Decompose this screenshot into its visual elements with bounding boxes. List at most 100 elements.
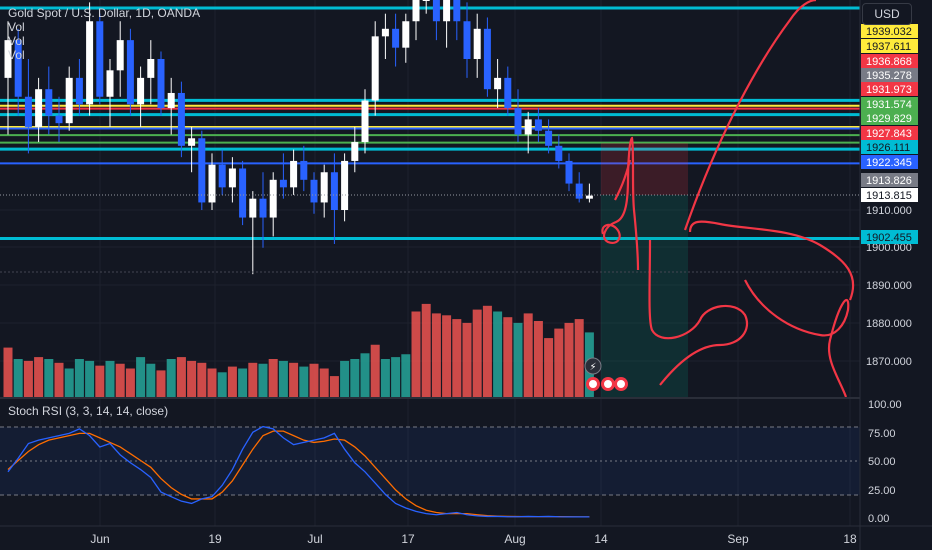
us-flag-inner: [589, 380, 597, 388]
volume-bar: [268, 359, 278, 397]
volume-bar: [23, 360, 33, 397]
candle-body: [14, 40, 22, 97]
price-label-text: 1936.868: [866, 56, 912, 68]
price-label-text: 1931.574: [866, 99, 912, 111]
price-tick-label: 1900.000: [866, 242, 912, 254]
price-scale-labels: 1939.032 1937.611 1936.868 1935.278 1931.973…: [861, 24, 918, 244]
freehand-drawing[interactable]: [601, 0, 855, 398]
price-tick-label: 1870.000: [866, 356, 912, 368]
volume-bar: [462, 322, 472, 397]
price-label-text: 1922.345: [866, 157, 912, 169]
price-tick-label: 1890.000: [866, 280, 912, 292]
candle-body: [198, 138, 206, 203]
candle-body: [483, 28, 491, 90]
candle-body: [524, 119, 532, 135]
volume-bar: [64, 368, 74, 397]
time-axis[interactable]: Jun 19 Jul 17 Aug 14 Sep 18: [90, 532, 857, 546]
price-label-text: 1931.973: [866, 84, 912, 96]
volume-bar: [13, 359, 23, 397]
candle-body: [453, 0, 461, 22]
time-tick-label: 18: [843, 532, 857, 546]
volume-bar: [482, 305, 492, 397]
price-label-box: [861, 230, 918, 244]
volume-bar: [401, 354, 411, 397]
event-markers[interactable]: ⚡: [584, 357, 628, 391]
price-label-box: [861, 24, 918, 38]
candle-body: [4, 40, 12, 78]
candle-body: [167, 92, 175, 109]
candle-body: [381, 28, 389, 37]
volume-bar: [503, 317, 513, 397]
candle-body: [24, 96, 32, 127]
volume-bar: [74, 359, 84, 397]
volume-bar: [289, 362, 299, 397]
price-label-box: [861, 97, 918, 111]
volume-bar: [513, 322, 523, 397]
candle-body: [473, 28, 481, 59]
lightning-event-icon[interactable]: [584, 357, 602, 375]
rsi-tick-label: 50.00: [868, 456, 896, 468]
drawing-hook-stroke[interactable]: [601, 136, 640, 271]
stoch-rsi-title: Stoch RSI (3, 3, 14, 14, close): [8, 404, 169, 418]
currency-button[interactable]: USD: [862, 3, 912, 25]
volume-bar: [44, 359, 54, 397]
grid: [0, 0, 860, 526]
price-label-box: [861, 155, 918, 169]
candle-body: [351, 142, 359, 161]
candle-body: [96, 21, 104, 97]
drawing-spike-stroke[interactable]: [614, 159, 632, 201]
volume-bar: [176, 357, 186, 397]
volume-bar: [34, 357, 44, 397]
volume-bar: [166, 359, 176, 397]
price-label-box: [861, 39, 918, 53]
time-tick-label: 19: [208, 532, 222, 546]
drawing-uptrend-stroke[interactable]: [683, 0, 817, 231]
candle-body: [371, 36, 379, 101]
price-tick-label: 1910.000: [866, 205, 912, 217]
rsi-tick-label: 100.00: [868, 399, 902, 411]
candle-body: [259, 198, 267, 218]
price-label-box: [861, 82, 918, 96]
rsi-scale-ticks: 100.00 75.00 50.00 25.00 0.00: [868, 399, 902, 525]
symbol-title[interactable]: Gold Spot / U.S. Dollar, 1D, OANDA: [8, 6, 201, 20]
price-label-box: [861, 54, 918, 68]
candle-body: [35, 89, 43, 127]
volume-bar: [380, 359, 390, 397]
candlesticks: [4, 0, 593, 275]
rsi-tick-label: 0.00: [868, 513, 889, 525]
volume-bar: [421, 303, 431, 397]
drawing-arc-stroke[interactable]: [688, 220, 855, 301]
volume-bar: [472, 309, 482, 397]
us-flag-inner: [604, 380, 612, 388]
volume-bar: [227, 366, 237, 397]
volume-bar: [554, 328, 564, 397]
candle-body: [300, 160, 308, 180]
volume-bar: [95, 365, 105, 397]
drawing-loop-stroke[interactable]: [648, 239, 748, 386]
candle-body: [218, 164, 226, 188]
volume-bar: [299, 366, 309, 397]
price-scale-ticks: 1910.000 1900.000 1890.000 1880.000 1870.000: [866, 205, 912, 368]
volume-bar: [452, 319, 462, 397]
volume-bar: [136, 357, 146, 397]
chart-legend: Gold Spot / U.S. Dollar, 1D, OANDA Vol V…: [8, 6, 200, 62]
volume-bar: [350, 359, 360, 397]
candle-body: [137, 77, 145, 105]
candle-body: [147, 59, 155, 78]
position-stop-zone[interactable]: [601, 143, 688, 195]
long-short-position-tool[interactable]: [601, 143, 688, 397]
us-flag-inner: [617, 380, 625, 388]
candle-body: [310, 179, 318, 203]
volume-bar: [197, 362, 207, 397]
drawing-curve-stroke[interactable]: [744, 279, 850, 398]
time-tick-label: Jun: [90, 532, 109, 546]
volume-bar: [258, 363, 268, 397]
candle-body: [392, 28, 400, 48]
price-label-box: [861, 68, 918, 82]
candle-body: [494, 77, 502, 90]
candle-body: [208, 164, 216, 203]
price-label-text: 1939.032: [866, 26, 912, 38]
candle-body: [65, 77, 73, 124]
